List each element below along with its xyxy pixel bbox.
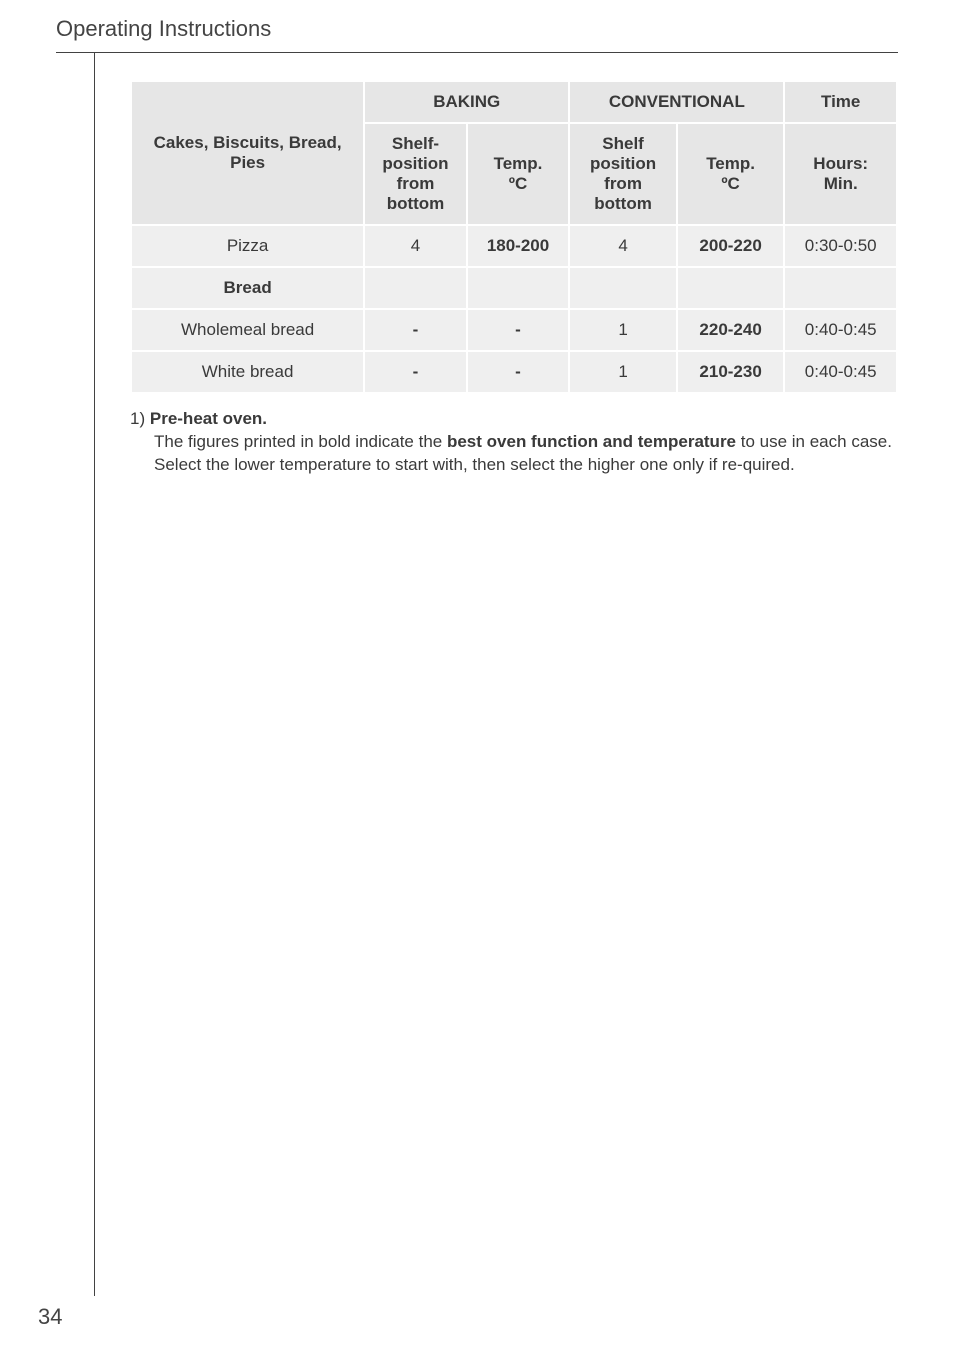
colgroup-conventional: CONVENTIONAL (570, 82, 783, 122)
row-name: White bread (132, 352, 363, 392)
cell-baking-shelf: - (365, 352, 466, 392)
footnote-line1: 1) Pre-heat oven. (130, 408, 898, 431)
cell-empty (468, 268, 569, 308)
page-number: 34 (38, 1304, 62, 1330)
cell-time: 0:40-0:45 (785, 352, 896, 392)
footnotes: 1) Pre-heat oven. The figures printed in… (130, 408, 898, 477)
row-name: Wholemeal bread (132, 310, 363, 350)
header-rule (56, 52, 898, 53)
content-area: Cakes, Biscuits, Bread, Pies BAKING CONV… (130, 80, 898, 477)
cell-baking-shelf: 4 (365, 226, 466, 266)
footnote-line2: The figures printed in bold indicate the… (130, 431, 898, 454)
footnote-text: to use in each case. (736, 432, 892, 451)
cell-empty (785, 268, 896, 308)
colgroup-time: Time (785, 82, 896, 122)
cell-conv-shelf: 4 (570, 226, 676, 266)
cell-empty (678, 268, 784, 308)
col-conv-temp: Temp. ºC (678, 124, 784, 224)
col-baking-shelf: Shelf- position from bottom (365, 124, 466, 224)
baking-table: Cakes, Biscuits, Bread, Pies BAKING CONV… (130, 80, 898, 394)
section-name: Bread (132, 268, 363, 308)
col-conv-shelf: Shelf position from bottom (570, 124, 676, 224)
footnote-marker: 1) (130, 409, 145, 428)
col-hours: Hours: Min. (785, 124, 896, 224)
cell-baking-temp: 180-200 (468, 226, 569, 266)
footnote-bold: Pre-heat oven. (150, 409, 267, 428)
cell-baking-temp: - (468, 352, 569, 392)
col-item: Cakes, Biscuits, Bread, Pies (132, 82, 363, 224)
table-section-row: Bread (132, 268, 896, 308)
table-header-row-1: Cakes, Biscuits, Bread, Pies BAKING CONV… (132, 82, 896, 122)
cell-time: 0:40-0:45 (785, 310, 896, 350)
footnote-bold: best oven function and temperature (447, 432, 736, 451)
cell-conv-shelf: 1 (570, 310, 676, 350)
table-row: White bread - - 1 210-230 0:40-0:45 (132, 352, 896, 392)
page-title: Operating Instructions (56, 16, 271, 42)
cell-baking-shelf: - (365, 310, 466, 350)
colgroup-baking: BAKING (365, 82, 568, 122)
vertical-rule (94, 52, 95, 1296)
table-row: Pizza 4 180-200 4 200-220 0:30-0:50 (132, 226, 896, 266)
page: Operating Instructions Cakes, Biscuits, … (0, 0, 954, 1352)
table-row: Wholemeal bread - - 1 220-240 0:40-0:45 (132, 310, 896, 350)
cell-empty (570, 268, 676, 308)
cell-empty (365, 268, 466, 308)
col-baking-temp: Temp. ºC (468, 124, 569, 224)
cell-time: 0:30-0:50 (785, 226, 896, 266)
footnote-line3: Select the lower temperature to start wi… (130, 454, 898, 477)
cell-conv-temp: 220-240 (678, 310, 784, 350)
cell-conv-temp: 200-220 (678, 226, 784, 266)
cell-conv-temp: 210-230 (678, 352, 784, 392)
row-name: Pizza (132, 226, 363, 266)
cell-conv-shelf: 1 (570, 352, 676, 392)
footnote-text: The figures printed in bold indicate the (154, 432, 447, 451)
cell-baking-temp: - (468, 310, 569, 350)
